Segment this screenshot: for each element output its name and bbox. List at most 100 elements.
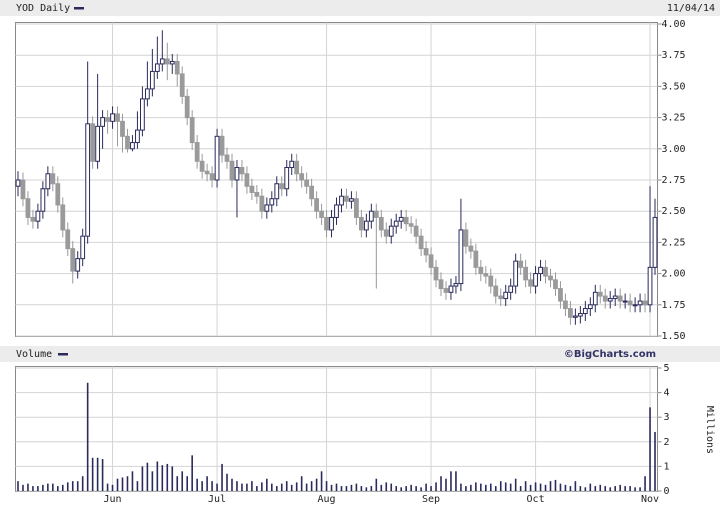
volume-bar bbox=[196, 478, 198, 491]
y-tick-label: 1.75 bbox=[662, 300, 686, 311]
volume-bar bbox=[335, 483, 338, 491]
volume-bar bbox=[494, 486, 497, 491]
candle-body bbox=[169, 60, 175, 65]
volume-bar bbox=[161, 465, 164, 491]
volume-bar bbox=[564, 484, 567, 491]
volume-bar bbox=[340, 486, 343, 491]
volume-bar bbox=[17, 481, 19, 491]
candle-body bbox=[528, 279, 533, 287]
volume-bar bbox=[76, 481, 79, 491]
candle-body bbox=[617, 295, 623, 302]
volume-bar bbox=[81, 476, 84, 491]
candle-body bbox=[458, 229, 464, 285]
candle-body bbox=[373, 210, 379, 218]
volume-bar bbox=[584, 487, 587, 491]
candle-body bbox=[453, 283, 459, 287]
candle-body bbox=[50, 173, 56, 185]
y-tick-label: 1 bbox=[664, 461, 670, 472]
x-tick-label: Oct bbox=[527, 494, 545, 505]
candle-body bbox=[513, 260, 519, 287]
candle-body bbox=[194, 142, 200, 162]
candle-body bbox=[40, 188, 46, 212]
volume-bar bbox=[365, 487, 368, 491]
volume-bar bbox=[380, 484, 383, 491]
volume-bar bbox=[569, 486, 572, 491]
volume-bar bbox=[285, 481, 288, 491]
candle-body bbox=[418, 235, 424, 250]
volume-bar bbox=[529, 484, 532, 491]
volume-bar bbox=[619, 484, 621, 491]
candle-body bbox=[568, 308, 573, 318]
candle-body bbox=[533, 273, 538, 287]
candle-body bbox=[125, 135, 130, 150]
volume-bar bbox=[460, 483, 462, 491]
volume-bar bbox=[106, 483, 109, 491]
candle-body bbox=[60, 204, 66, 231]
volume-bar bbox=[534, 482, 537, 491]
candle-body bbox=[249, 185, 255, 193]
volume-bar bbox=[211, 481, 213, 491]
volume-bar bbox=[176, 476, 179, 491]
candle-body bbox=[299, 173, 305, 181]
candle-body bbox=[433, 266, 439, 281]
volume-bar bbox=[47, 483, 49, 491]
volume-bar bbox=[330, 484, 333, 491]
volume-bar bbox=[624, 486, 626, 491]
candle-body bbox=[95, 125, 101, 162]
volume-bar bbox=[549, 481, 552, 491]
volume-bar bbox=[251, 481, 253, 491]
volume-bar bbox=[300, 476, 303, 491]
candle-body bbox=[597, 291, 603, 297]
volume-bar bbox=[290, 484, 293, 491]
volume-bar bbox=[614, 486, 616, 491]
candle-body bbox=[105, 117, 110, 122]
candle-body bbox=[622, 300, 628, 303]
candle-body bbox=[602, 295, 608, 302]
volume-bar bbox=[151, 471, 154, 491]
volume-bar bbox=[574, 481, 577, 491]
candle-body bbox=[368, 210, 374, 222]
candle-body bbox=[637, 300, 643, 306]
volume-bar bbox=[280, 483, 283, 491]
volume-bar bbox=[489, 483, 492, 491]
candle-body bbox=[493, 285, 499, 297]
candle-body bbox=[234, 167, 240, 181]
candle-body bbox=[144, 88, 150, 100]
y-tick-label: 2 bbox=[664, 437, 670, 448]
volume-bar bbox=[226, 473, 228, 491]
candle-body bbox=[647, 266, 653, 306]
candle-body bbox=[294, 160, 300, 175]
candle-body bbox=[563, 300, 568, 310]
volume-bar bbox=[266, 478, 268, 491]
candle-body bbox=[214, 135, 220, 181]
candle-body bbox=[393, 220, 399, 227]
candle-body bbox=[438, 279, 444, 290]
y-tick-label: 0 bbox=[664, 486, 670, 497]
candle-body bbox=[403, 216, 409, 225]
y-tick-label: 4 bbox=[664, 388, 670, 399]
candle-body bbox=[642, 300, 648, 306]
volume-bar bbox=[22, 484, 24, 491]
volume-bar bbox=[221, 463, 223, 491]
volume-bar bbox=[375, 478, 378, 491]
candle-body bbox=[627, 300, 633, 306]
candle-body bbox=[264, 204, 270, 212]
candle-body bbox=[344, 195, 349, 202]
volume-bar bbox=[116, 478, 119, 491]
candle-body bbox=[174, 60, 180, 75]
legend-swatch bbox=[74, 7, 84, 10]
volume-bar bbox=[57, 486, 59, 491]
candle-body bbox=[572, 315, 578, 318]
volume-bar bbox=[425, 483, 427, 491]
volume-bar bbox=[420, 487, 422, 491]
candle-body bbox=[110, 113, 115, 122]
candle-body bbox=[45, 173, 51, 190]
x-tick-label: Nov bbox=[641, 494, 659, 505]
candle-body bbox=[279, 183, 285, 190]
volume-bar bbox=[275, 486, 278, 491]
y-tick-label: 3.00 bbox=[662, 144, 686, 155]
volume-bar bbox=[435, 482, 437, 491]
candle-body bbox=[149, 70, 155, 90]
candle-body bbox=[473, 250, 479, 268]
x-tick-label: Jul bbox=[208, 494, 226, 505]
